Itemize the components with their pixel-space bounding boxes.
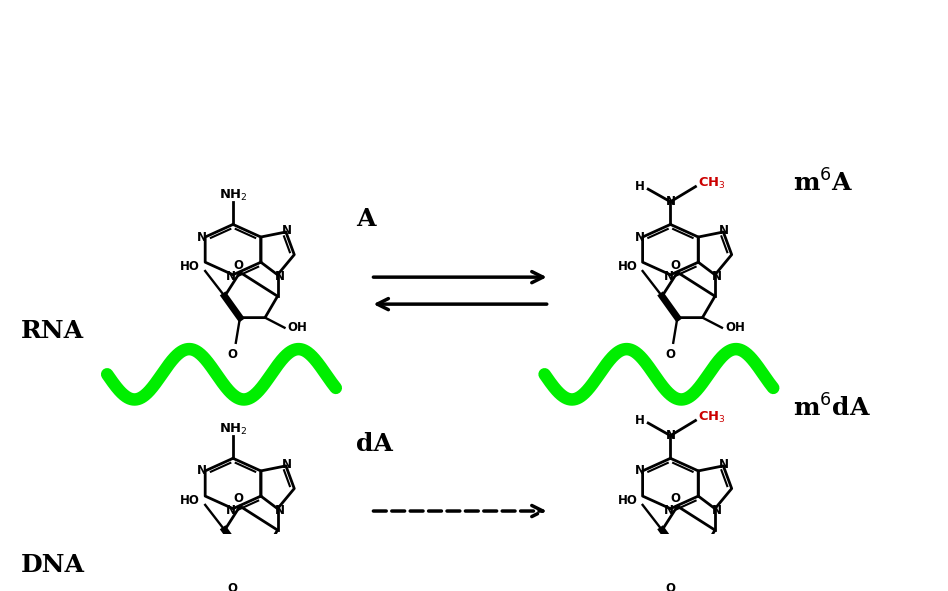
Text: A: A — [356, 207, 375, 230]
Text: O: O — [670, 492, 681, 505]
Text: N: N — [665, 429, 675, 442]
Text: N: N — [226, 270, 236, 283]
Text: N: N — [275, 504, 284, 517]
Text: N: N — [634, 465, 645, 478]
Text: NH$_2$: NH$_2$ — [219, 188, 247, 203]
Text: DNA: DNA — [21, 553, 84, 577]
Text: N: N — [712, 270, 722, 283]
Text: N: N — [226, 504, 236, 517]
Text: CH$_3$: CH$_3$ — [699, 176, 726, 191]
Text: dA: dA — [356, 431, 392, 456]
Text: N: N — [275, 270, 284, 283]
Text: O: O — [228, 348, 238, 361]
Text: O: O — [665, 348, 675, 361]
Text: N: N — [197, 465, 208, 478]
Text: N: N — [664, 270, 673, 283]
Text: HO: HO — [180, 494, 200, 507]
Text: H: H — [635, 414, 646, 427]
Text: O: O — [670, 259, 681, 272]
Text: N: N — [665, 195, 675, 208]
Text: N: N — [197, 230, 208, 243]
Text: H: H — [635, 180, 646, 193]
Text: O: O — [665, 582, 675, 591]
Text: RNA: RNA — [21, 319, 83, 343]
Text: CH$_3$: CH$_3$ — [699, 410, 726, 426]
Text: HO: HO — [618, 260, 638, 273]
Text: N: N — [720, 223, 729, 236]
Text: O: O — [233, 492, 243, 505]
Text: O: O — [233, 259, 243, 272]
Text: O: O — [228, 582, 238, 591]
Text: N: N — [712, 504, 722, 517]
Text: OH: OH — [725, 321, 745, 334]
Text: N: N — [282, 457, 292, 470]
Text: m$^6$A: m$^6$A — [793, 169, 853, 196]
Text: N: N — [664, 504, 673, 517]
Text: HO: HO — [618, 494, 638, 507]
Text: HO: HO — [180, 260, 200, 273]
Text: OH: OH — [287, 321, 307, 334]
Text: NH$_2$: NH$_2$ — [219, 422, 247, 437]
Text: N: N — [634, 230, 645, 243]
Text: N: N — [282, 223, 292, 236]
Text: N: N — [720, 457, 729, 470]
Text: m$^6$dA: m$^6$dA — [793, 394, 871, 421]
